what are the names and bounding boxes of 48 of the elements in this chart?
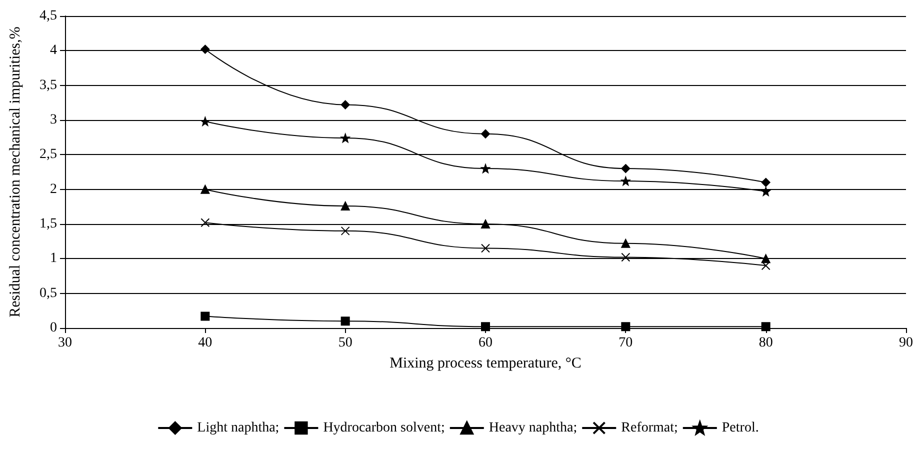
- point: [200, 218, 210, 228]
- x-tick-label: 50: [338, 336, 352, 350]
- x-tick-label: 40: [198, 336, 212, 350]
- y-tick-label: 3,5: [40, 78, 57, 93]
- point: [340, 226, 350, 236]
- legend-label: Heavy naphtha;: [488, 420, 578, 436]
- y-tick-label: 4: [50, 43, 57, 58]
- y-tick-label: 3: [50, 112, 57, 128]
- y-tick-label: 0,5: [40, 286, 57, 301]
- y-tick-label: 1,5: [40, 216, 57, 232]
- x-tick-label: 70: [618, 336, 633, 350]
- point: [621, 322, 630, 332]
- x-tick-label: 90: [899, 336, 913, 350]
- y-tick-label: 1: [50, 251, 57, 266]
- point: [481, 322, 490, 332]
- point: [340, 134, 350, 143]
- y-axis-title: Residual concentration mechanical impurities,%: [8, 26, 24, 318]
- point: [200, 312, 210, 321]
- point: [761, 186, 770, 196]
- point: [200, 116, 210, 126]
- point: [481, 129, 490, 138]
- point: [621, 252, 630, 262]
- legend-label: Petrol.: [722, 420, 759, 436]
- point: [481, 244, 490, 253]
- legend-label: Hydrocarbon solvent;: [323, 420, 445, 436]
- y-tick-label: 2: [50, 182, 57, 197]
- legend-label: Reformat;: [621, 420, 678, 436]
- point: [481, 220, 490, 228]
- y-tick-label: 4,5: [40, 8, 57, 24]
- point: [621, 238, 630, 248]
- legend-label: Light naphtha;: [197, 420, 280, 436]
- point: [340, 316, 350, 326]
- point: [761, 254, 770, 264]
- point: [621, 164, 630, 174]
- point: [761, 178, 770, 187]
- point: [621, 176, 630, 186]
- point: [200, 44, 210, 54]
- point: [761, 261, 770, 270]
- point: [481, 164, 490, 174]
- x-axis-title: Mixing process temperature, °C: [390, 356, 582, 372]
- x-tick-label: 60: [478, 336, 492, 350]
- x-tick-label: 80: [758, 336, 773, 350]
- point: [340, 100, 350, 110]
- y-tick-label: 0: [50, 320, 57, 336]
- x-tick-label: 30: [58, 336, 72, 350]
- y-tick-label: 2,5: [40, 147, 57, 162]
- point: [340, 201, 350, 210]
- point: [200, 184, 210, 194]
